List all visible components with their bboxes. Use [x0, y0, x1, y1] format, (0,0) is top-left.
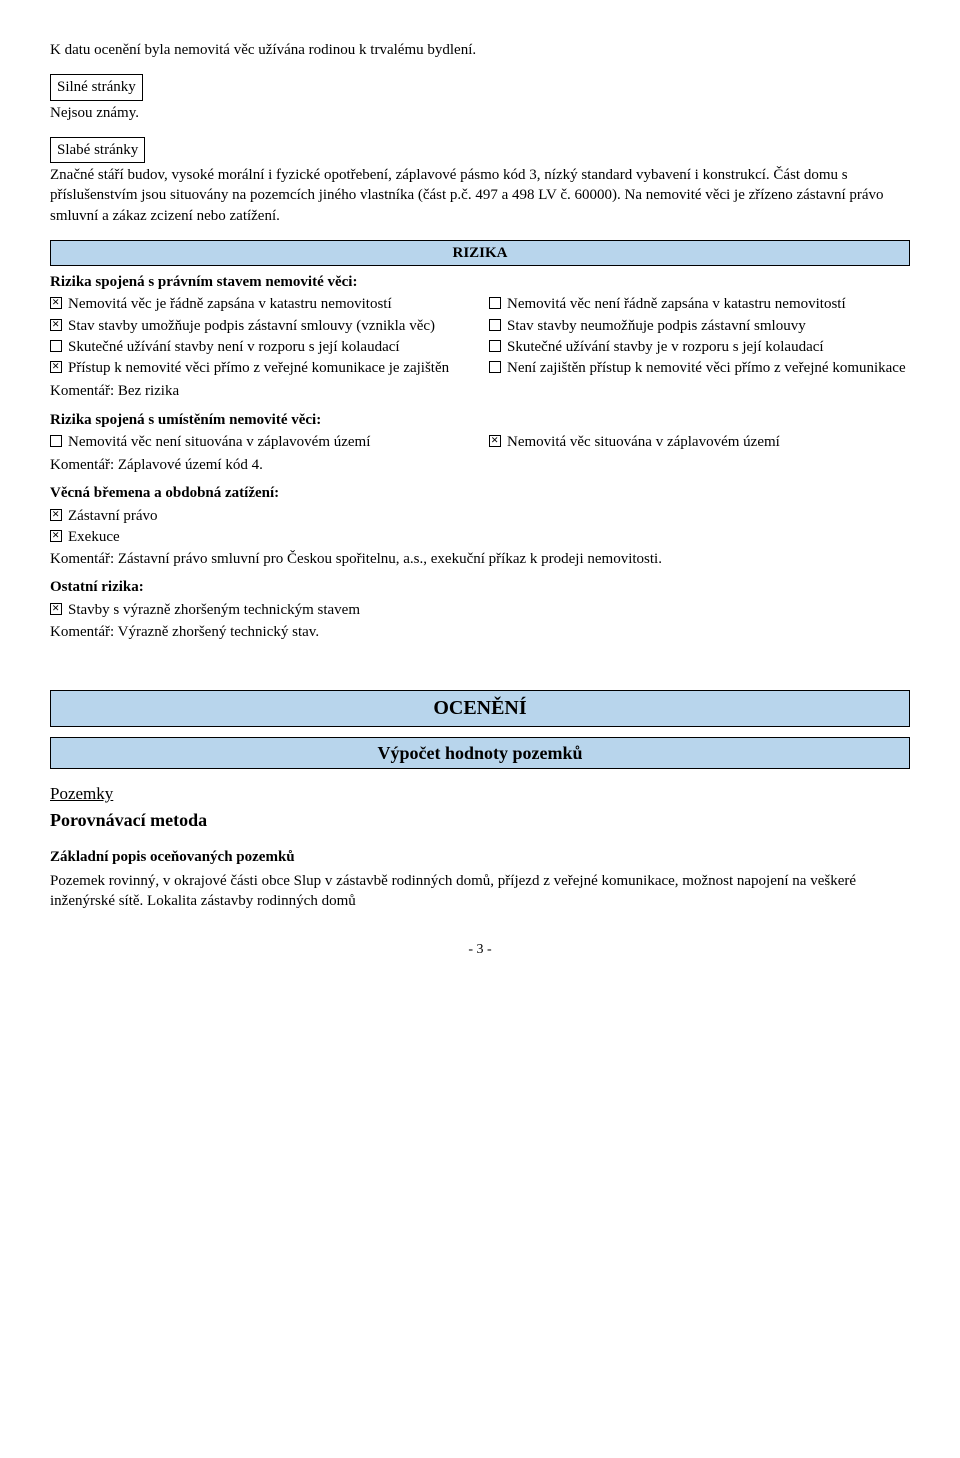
strengths-box: Silné stránky [50, 74, 143, 100]
pozemky-label: Pozemky [50, 783, 113, 806]
check-item: Exekuce [50, 527, 910, 547]
check-label: Nemovitá věc není situována v záplavovém… [68, 432, 471, 452]
risk-group2-cols: Nemovitá věc není situována v záplavovém… [50, 432, 910, 453]
risk-group4-comment: Komentář: Výrazně zhoršený technický sta… [50, 622, 910, 642]
check-item: Zástavní právo [50, 506, 910, 526]
checkbox-icon [489, 319, 501, 331]
check-item: Nemovitá věc není řádně zapsána v katast… [489, 294, 910, 314]
check-label: Není zajištěn přístup k nemovité věci př… [507, 358, 910, 378]
risk-group1-cols: Nemovitá věc je řádně zapsána v katastru… [50, 294, 910, 379]
checkbox-icon [489, 435, 501, 447]
check-label: Nemovitá věc je řádně zapsána v katastru… [68, 294, 471, 314]
checkbox-icon [489, 297, 501, 309]
check-item: Skutečné užívání stavby je v rozporu s j… [489, 337, 910, 357]
check-item: Stav stavby umožňuje podpis zástavní sml… [50, 316, 471, 336]
risk-group1-comment: Komentář: Bez rizika [50, 381, 910, 401]
checkbox-icon [50, 509, 62, 521]
method-title: Porovnávací metoda [50, 808, 910, 832]
risk-group2-left: Nemovitá věc není situována v záplavovém… [50, 432, 471, 453]
oceneni-header: OCENĚNÍ [50, 690, 910, 727]
checkbox-icon [50, 530, 62, 542]
check-item: Přístup k nemovité věci přímo z veřejné … [50, 358, 471, 378]
check-label: Skutečné užívání stavby je v rozporu s j… [507, 337, 910, 357]
check-label: Nemovitá věc situována v záplavovém územ… [507, 432, 910, 452]
intro-paragraph: K datu ocenění byla nemovitá věc užívána… [50, 40, 910, 60]
check-item: Nemovitá věc není situována v záplavovém… [50, 432, 471, 452]
check-label: Nemovitá věc není řádně zapsána v katast… [507, 294, 910, 314]
weaknesses-text: Značné stáří budov, vysoké morální i fyz… [50, 165, 910, 226]
risk-group3-title: Věcná břemena a obdobná zatížení: [50, 483, 910, 503]
checkbox-icon [50, 340, 62, 352]
check-item: Stavby s výrazně zhoršeným technickým st… [50, 600, 910, 620]
rizika-header: RIZIKA [50, 240, 910, 266]
check-label: Stav stavby neumožňuje podpis zástavní s… [507, 316, 910, 336]
check-item: Skutečné užívání stavby není v rozporu s… [50, 337, 471, 357]
check-label: Stavby s výrazně zhoršeným technickým st… [68, 600, 910, 620]
check-item: Stav stavby neumožňuje podpis zástavní s… [489, 316, 910, 336]
page-number: - 3 - [50, 941, 910, 960]
checkbox-icon [50, 297, 62, 309]
risk-group3-comment: Komentář: Zástavní právo smluvní pro Čes… [50, 549, 910, 569]
check-label: Stav stavby umožňuje podpis zástavní sml… [68, 316, 471, 336]
risk-group1-right: Nemovitá věc není řádně zapsána v katast… [489, 294, 910, 379]
check-label: Zástavní právo [68, 506, 910, 526]
check-label: Exekuce [68, 527, 910, 547]
checkbox-icon [489, 340, 501, 352]
checkbox-icon [489, 361, 501, 373]
vypocet-header: Výpočet hodnoty pozemků [50, 737, 910, 769]
risk-group2-right: Nemovitá věc situována v záplavovém územ… [489, 432, 910, 453]
check-label: Přístup k nemovité věci přímo z veřejné … [68, 358, 471, 378]
strengths-text: Nejsou známy. [50, 103, 910, 123]
basic-desc-title: Základní popis oceňovaných pozemků [50, 847, 910, 867]
check-item: Nemovitá věc je řádně zapsána v katastru… [50, 294, 471, 314]
basic-desc-text: Pozemek rovinný, v okrajové části obce S… [50, 871, 910, 912]
checkbox-icon [50, 603, 62, 615]
risk-group2-comment: Komentář: Záplavové území kód 4. [50, 455, 910, 475]
risk-group1-title: Rizika spojená s právním stavem nemovité… [50, 272, 910, 292]
check-item: Není zajištěn přístup k nemovité věci př… [489, 358, 910, 378]
risk-group1-left: Nemovitá věc je řádně zapsána v katastru… [50, 294, 471, 379]
risk-group2-title: Rizika spojená s umístěním nemovité věci… [50, 410, 910, 430]
risk-group4-title: Ostatní rizika: [50, 577, 910, 597]
check-label: Skutečné užívání stavby není v rozporu s… [68, 337, 471, 357]
check-item: Nemovitá věc situována v záplavovém územ… [489, 432, 910, 452]
checkbox-icon [50, 319, 62, 331]
weaknesses-box: Slabé stránky [50, 137, 145, 163]
checkbox-icon [50, 361, 62, 373]
checkbox-icon [50, 435, 62, 447]
